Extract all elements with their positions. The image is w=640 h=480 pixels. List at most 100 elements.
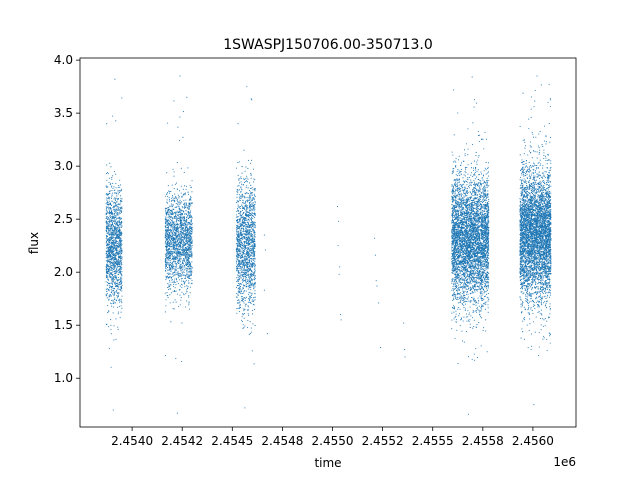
data-point (120, 225, 122, 227)
data-point (119, 208, 122, 210)
data-point (113, 287, 115, 289)
data-point (250, 187, 252, 190)
data-point (117, 250, 119, 252)
data-point (178, 197, 180, 199)
data-point (120, 199, 122, 201)
data-point (112, 293, 114, 295)
data-point (118, 260, 120, 262)
data-point (109, 222, 111, 224)
data-point (165, 231, 167, 233)
data-point (169, 279, 171, 282)
data-point (251, 265, 253, 268)
data-point (244, 308, 246, 311)
data-point (238, 194, 240, 196)
data-point (112, 175, 114, 177)
data-point (111, 264, 113, 266)
data-point (235, 296, 238, 298)
data-point (236, 258, 238, 260)
data-point (240, 232, 242, 234)
data-point (119, 210, 121, 212)
data-point (250, 254, 252, 256)
data-point (247, 167, 249, 170)
data-point (475, 279, 477, 281)
data-point (117, 237, 119, 239)
data-point (110, 234, 112, 236)
data-point (246, 177, 248, 179)
data-point (252, 275, 254, 277)
data-point (248, 218, 250, 220)
data-point (168, 268, 171, 270)
data-point (109, 229, 111, 231)
data-point (172, 242, 174, 244)
data-point (115, 233, 117, 235)
data-point (116, 234, 118, 236)
data-point (170, 269, 172, 271)
data-point (166, 192, 169, 194)
data-point (191, 251, 193, 253)
data-point (116, 268, 118, 270)
data-point (121, 263, 123, 265)
data-point (173, 228, 175, 230)
data-point (179, 203, 181, 205)
data-point (190, 204, 192, 206)
data-point (113, 261, 115, 263)
data-point (172, 268, 174, 270)
data-point (249, 299, 251, 301)
data-point (110, 166, 112, 168)
data-point (251, 237, 253, 239)
data-point (238, 233, 240, 235)
data-point (191, 226, 193, 228)
data-point (245, 296, 248, 298)
data-point (116, 291, 118, 293)
data-point (177, 232, 179, 234)
data-point (117, 326, 119, 328)
data-point (475, 183, 477, 186)
data-point (175, 235, 177, 237)
data-point (179, 75, 181, 77)
data-point (117, 294, 120, 296)
data-point (252, 230, 254, 232)
data-point (250, 198, 252, 200)
data-point (250, 194, 252, 196)
data-point (238, 274, 240, 276)
data-point (238, 223, 240, 225)
data-point (248, 256, 251, 258)
data-point (483, 280, 485, 282)
data-point (252, 201, 254, 204)
data-point (248, 253, 250, 255)
data-point (117, 292, 119, 295)
data-point (172, 208, 174, 210)
data-point (242, 298, 245, 300)
data-point (184, 259, 186, 261)
data-point (248, 236, 250, 238)
data-point (249, 249, 251, 251)
data-point (119, 270, 121, 272)
data-point (165, 255, 167, 257)
data-point (250, 201, 252, 203)
data-point (254, 292, 256, 294)
data-point (187, 191, 189, 193)
data-point (240, 229, 242, 231)
data-point (167, 226, 170, 228)
data-point (457, 185, 459, 187)
data-point (180, 228, 183, 230)
data-point (113, 215, 115, 217)
data-point (249, 262, 251, 264)
data-point (239, 224, 241, 226)
data-point (119, 278, 121, 280)
data-point (167, 269, 169, 271)
data-point (117, 217, 119, 219)
data-point (118, 272, 120, 274)
data-point (244, 325, 246, 327)
data-point (167, 263, 169, 265)
data-point (247, 192, 249, 195)
data-point (237, 307, 239, 309)
data-point (252, 259, 254, 261)
data-point (109, 213, 111, 215)
data-point (183, 269, 185, 271)
data-point (240, 176, 242, 178)
data-point (463, 196, 465, 198)
data-point (245, 252, 247, 255)
data-point (188, 236, 190, 239)
data-point (109, 207, 111, 209)
